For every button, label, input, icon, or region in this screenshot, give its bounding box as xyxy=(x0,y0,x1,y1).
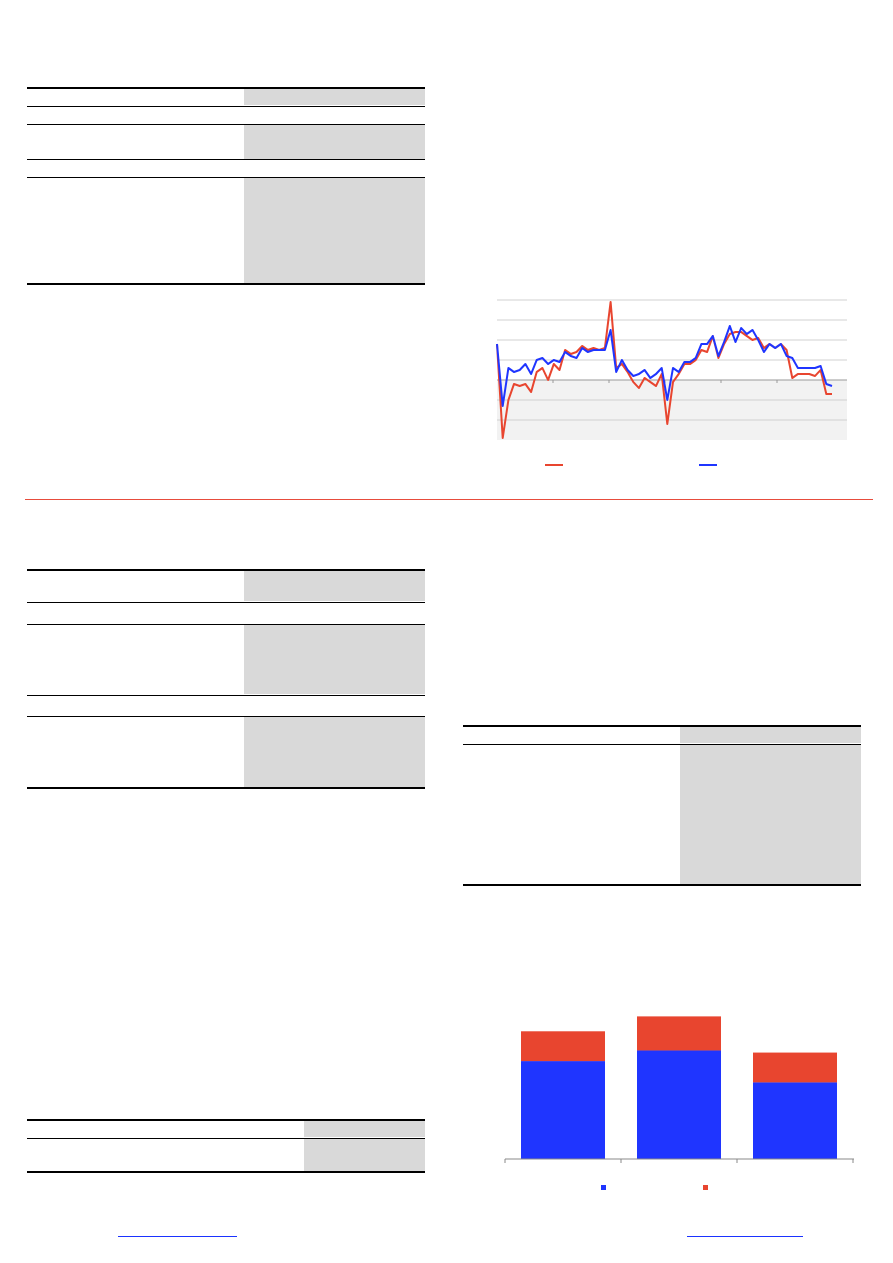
bar-segment-1-1 xyxy=(521,1061,605,1159)
table-2-shade-2 xyxy=(244,625,425,694)
bar-segment-2-1 xyxy=(637,1050,721,1159)
table-2-top-rule xyxy=(27,569,425,571)
table-2-rule xyxy=(27,624,425,625)
table-4-top-rule xyxy=(27,1119,425,1121)
series-line-2 xyxy=(496,325,833,407)
bar-segment-2-2 xyxy=(637,1016,721,1051)
table-1-rule xyxy=(27,177,425,178)
table-4-shade-1 xyxy=(304,1121,425,1137)
table-1-rule xyxy=(27,106,425,107)
table-2-rule xyxy=(27,716,425,717)
footer-link-right[interactable] xyxy=(687,1236,803,1237)
table-2-shade-1 xyxy=(244,571,425,601)
legend-swatch-1 xyxy=(601,1185,606,1190)
bar-chart xyxy=(504,1016,854,1190)
table-4-rule xyxy=(27,1138,425,1139)
table-1-rule xyxy=(27,124,425,125)
bar-segment-1-2 xyxy=(521,1031,605,1062)
table-3-bottom-rule xyxy=(463,884,861,886)
table-4-shade-2 xyxy=(304,1139,425,1171)
table-1-shade-3 xyxy=(244,178,425,283)
legend-swatch-2 xyxy=(703,1185,708,1190)
table-3-shade-2 xyxy=(680,745,861,884)
table-3-top-rule xyxy=(463,725,861,727)
table-2-shade-3 xyxy=(244,717,425,787)
section-divider xyxy=(25,499,873,500)
table-2-rule xyxy=(27,602,425,603)
table-2-rule xyxy=(27,695,425,696)
table-1-top-rule xyxy=(27,87,425,89)
bar-segment-3-2 xyxy=(753,1052,837,1083)
table-3-shade-1 xyxy=(680,727,861,743)
footer-link-left[interactable] xyxy=(118,1236,237,1237)
bar-segment-3-1 xyxy=(753,1082,837,1159)
table-1-shade-2 xyxy=(244,125,425,159)
table-3-rule xyxy=(463,744,861,745)
table-4-bottom-rule xyxy=(27,1171,425,1173)
table-1-shade-1 xyxy=(244,89,425,105)
table-2-bottom-rule xyxy=(27,787,425,789)
table-1-rule xyxy=(27,159,425,160)
line-chart xyxy=(496,299,847,466)
table-1-bottom-rule xyxy=(27,283,425,285)
